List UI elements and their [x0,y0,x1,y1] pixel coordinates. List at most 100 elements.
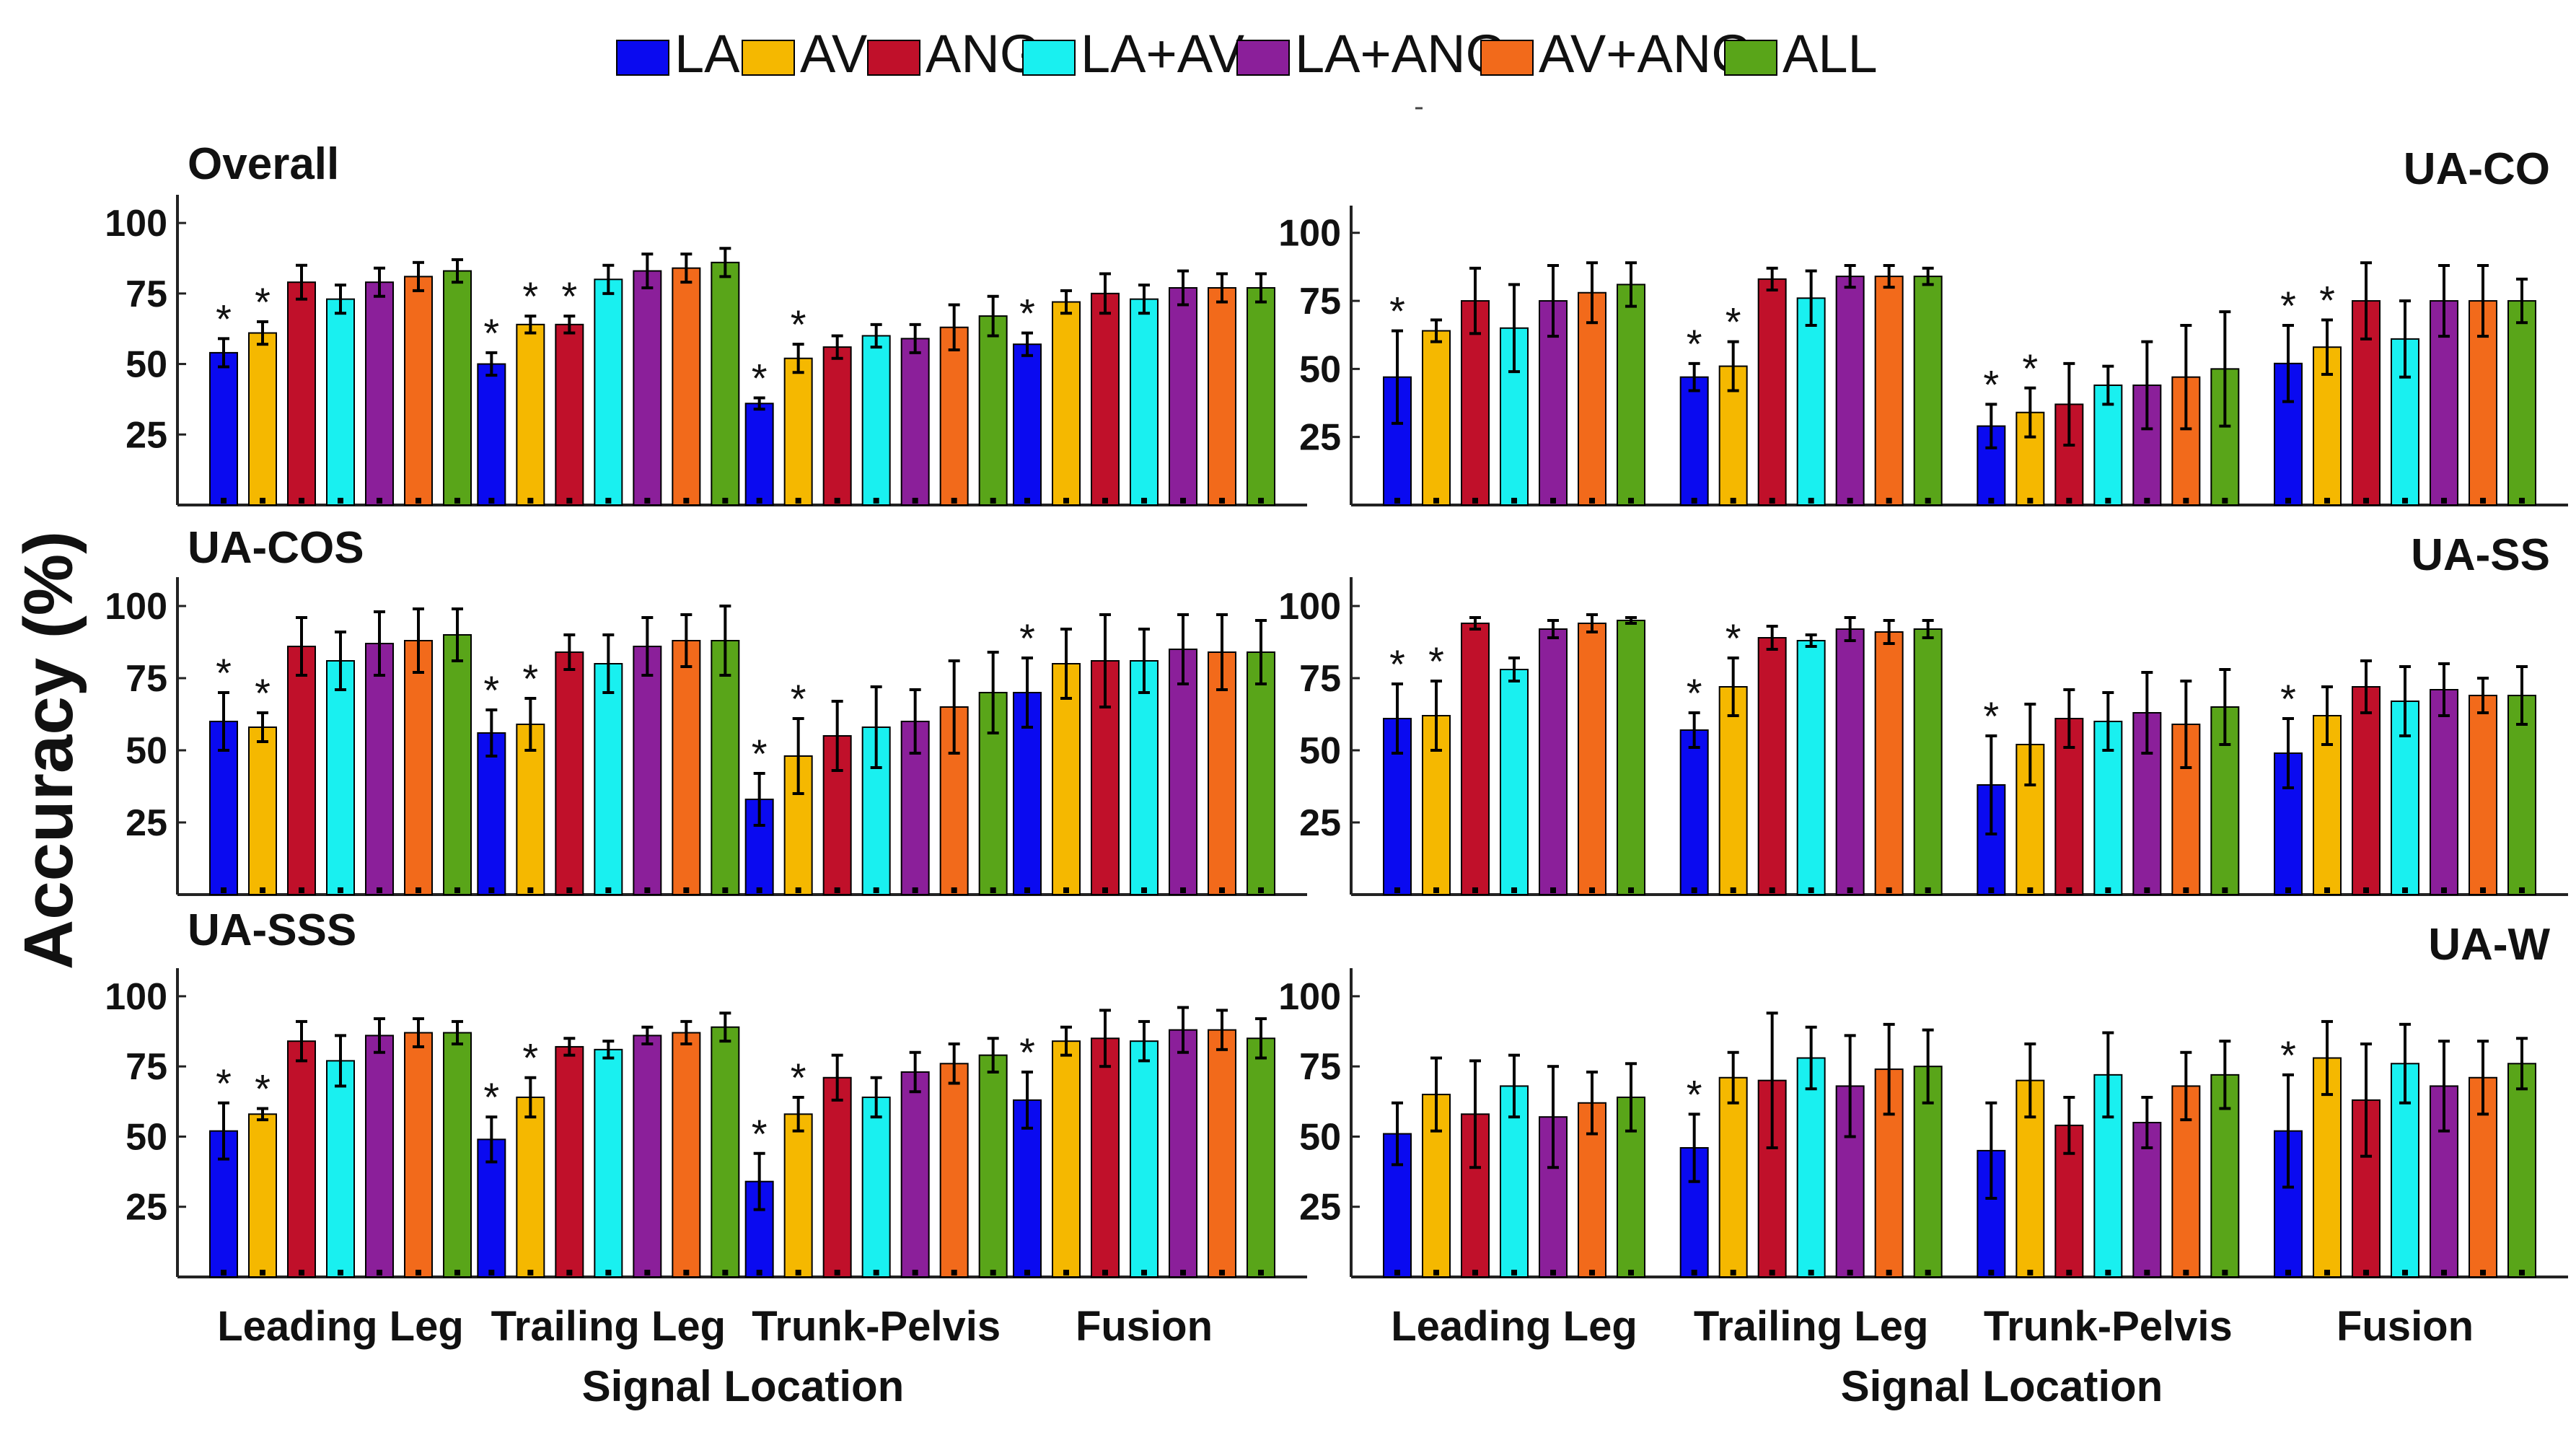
bar-base-marker [1063,887,1069,893]
bar-base-marker [2363,498,2369,504]
bar-base-marker [299,498,304,504]
bar-base-marker [299,1270,304,1276]
legend-label-la: LA [674,24,740,84]
bar-all-trailing-leg [711,640,740,895]
significance-star: * [522,1035,538,1081]
bar-la-trailing-leg [477,732,506,895]
bar-base-marker [2105,498,2111,504]
bar-base-marker [2183,1270,2189,1276]
bar-base-marker [1691,887,1697,893]
x-axis-label-right: Signal Location [1841,1362,2163,1410]
bar-base-marker [1769,498,1775,504]
bar-base-marker [1219,1270,1225,1276]
panel-title: Overall [188,139,339,189]
significance-star: * [216,1061,232,1106]
panel-title: UA-COS [188,523,364,573]
bar-base-marker [2480,498,2486,504]
significance-star: * [1687,321,1702,366]
panel-ua-w: UA-W 25 50 75 100 Leading Leg * Trailing Leg Tru… [1278,920,2568,1350]
bar-base-marker [795,498,801,504]
bar-base-marker [527,887,534,893]
bar-base-marker [488,498,495,504]
significance-star: * [522,656,538,701]
bar-av-fusion [1052,1040,1081,1278]
bar-base-marker [1589,498,1595,504]
bar-ang-trunk-pelvis [822,1076,852,1278]
bar-base-marker [2519,1270,2525,1276]
bar-base-marker [1925,498,1931,504]
legend-swatch-ang [867,40,920,76]
significance-star: * [216,296,232,341]
bar-base-marker [1988,887,1995,893]
bar-la-trailing-leg [1679,729,1709,895]
bar-ang-trunk-pelvis [822,346,852,506]
bar-base-marker [2285,498,2291,504]
significance-star: * [255,670,271,716]
bar-all-trailing-leg [1913,628,1943,895]
bar-la-fusion [1013,343,1042,506]
bar-la-av-trailing-leg [1796,1057,1826,1278]
significance-star: * [1389,641,1405,687]
y-tick-label: 50 [1299,730,1341,772]
bar-la-ang-trunk-pelvis [900,1071,930,1278]
bar-base-marker [1141,498,1147,504]
bar-base-marker [1141,1270,1147,1276]
bar-base-marker [1063,1270,1069,1276]
bar-av-trunk-pelvis [783,357,813,506]
y-tick-label: 100 [1278,976,1341,1018]
bar-av-ang-fusion [2469,695,2497,895]
bar-base-marker [873,498,879,504]
bar-base-marker [2285,1270,2291,1276]
bar-av-leading-leg [248,332,277,506]
significance-star: * [1687,670,1702,716]
bar-base-marker [2144,887,2150,893]
y-tick-label: 25 [1299,1187,1341,1229]
bar-base-marker [1394,1270,1400,1276]
bar-base-marker [488,887,495,893]
bar-base-marker [2027,1270,2034,1276]
bar-base-marker [1886,498,1892,504]
y-tick-label: 75 [1299,658,1341,700]
bar-base-marker [2144,1270,2150,1276]
panel-ua-ss: UA-SS 25 50 75 100 * * * * * * [1278,530,2568,896]
bar-base-marker [1925,887,1931,893]
bar-base-marker [1258,1270,1264,1276]
bar-av-leading-leg [248,726,277,895]
y-tick-label: 50 [126,730,167,772]
y-tick-label: 25 [126,414,167,456]
bar-av-ang-leading-leg [1578,291,1606,506]
x-category-label-trunk-pelvis: Trunk-Pelvis [1984,1303,2233,1350]
significance-star: * [483,310,499,356]
x-category-label-leading-leg: Leading Leg [1391,1303,1638,1350]
bar-base-marker [2519,498,2525,504]
significance-star: * [791,676,806,721]
bar-base-marker [912,1270,918,1276]
bar-base-marker [951,498,957,504]
bar-base-marker [1472,887,1478,893]
bar-la-ang-leading-leg [365,1035,394,1278]
bar-all-leading-leg [1617,620,1645,895]
bar-base-marker [1394,887,1400,893]
bar-av-ang-trailing-leg [672,640,701,895]
bar-av-fusion [1052,663,1081,895]
bar-base-marker [260,887,265,893]
legend-swatch-la [616,40,669,76]
bar-base-marker [377,887,382,893]
significance-star: * [255,1066,271,1112]
bar-la-ang-leading-leg [1539,300,1568,506]
bar-base-marker [756,498,762,504]
y-tick-label: 50 [126,344,167,386]
bar-base-marker [1511,887,1517,893]
legend-swatch-all [1724,40,1777,76]
bar-base-marker [1472,498,1478,504]
bar-base-marker [1180,1270,1186,1276]
bar-base-marker [2363,1270,2369,1276]
bar-la-av-leading-leg [326,298,355,506]
y-tick-label: 100 [105,976,167,1018]
bar-base-marker [1472,1270,1478,1276]
bar-av-ang-trailing-leg [1874,631,1904,895]
panel-title: UA-SSS [188,905,356,955]
significance-star: * [1983,361,1999,407]
legend-label-all: ALL [1782,24,1878,84]
bar-base-marker [416,887,421,893]
